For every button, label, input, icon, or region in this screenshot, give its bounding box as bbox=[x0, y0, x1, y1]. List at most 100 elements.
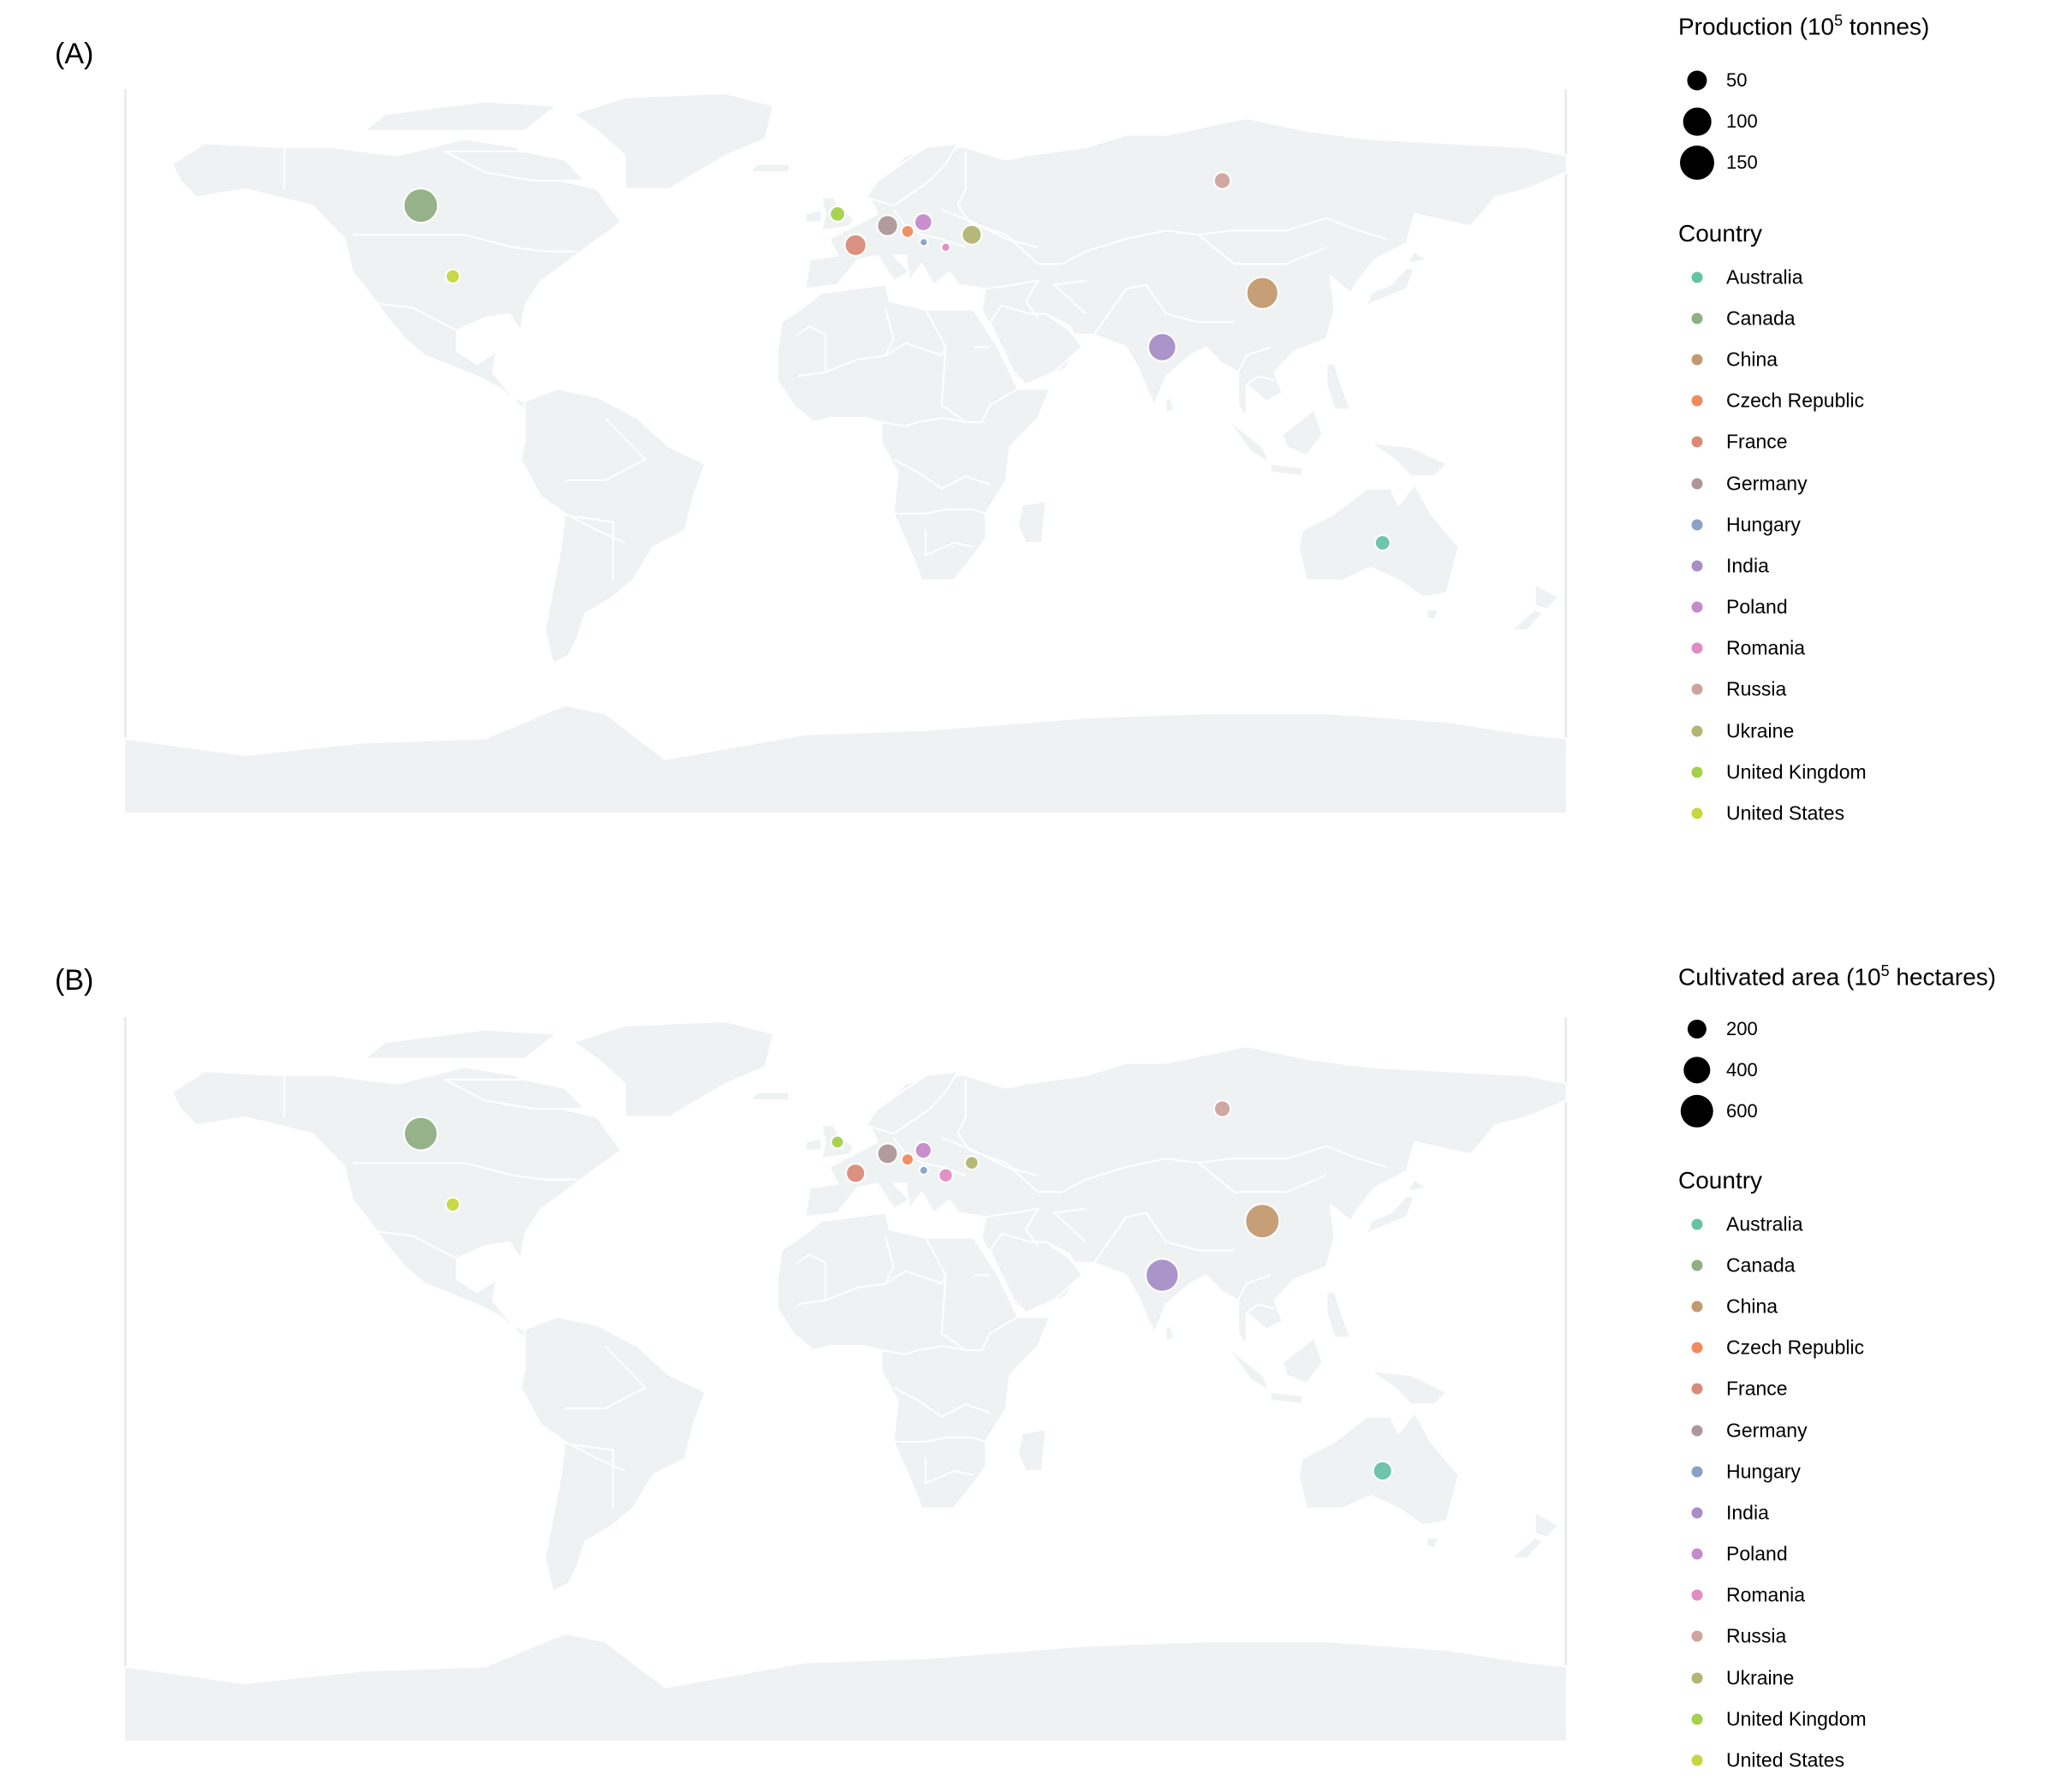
country-border bbox=[941, 209, 1039, 248]
world-map-production bbox=[124, 89, 1567, 813]
landmass bbox=[1369, 442, 1448, 478]
country-border bbox=[893, 1386, 991, 1418]
point-india bbox=[1145, 1258, 1180, 1293]
country-legend-swatch bbox=[1691, 642, 1703, 654]
landmass bbox=[804, 117, 1567, 436]
country-border bbox=[885, 1237, 895, 1284]
country-legend-label: Ukraine bbox=[1726, 719, 1795, 742]
country-legend-label: Romania bbox=[1726, 636, 1806, 659]
size-legend-title: Production (105 tonnes) bbox=[1678, 12, 1930, 40]
country-border bbox=[1145, 283, 1235, 324]
size-legend-label: 50 bbox=[1726, 68, 1748, 91]
landmass bbox=[1366, 1195, 1416, 1235]
country-border bbox=[1197, 234, 1327, 265]
country-legend-swatch bbox=[1691, 683, 1703, 695]
country-legend-title: Country bbox=[1678, 219, 1763, 247]
point-united-kingdom bbox=[829, 205, 846, 223]
country-legend: Australia Canada China Czech Republic France… bbox=[1678, 1204, 2046, 1782]
point-china bbox=[1245, 276, 1279, 310]
country-legend-swatch bbox=[1691, 1218, 1703, 1230]
country-legend-swatch bbox=[1691, 1589, 1703, 1601]
point-russia bbox=[1212, 171, 1232, 190]
country-border bbox=[1093, 1212, 1147, 1264]
country-legend-swatch bbox=[1691, 1466, 1703, 1478]
point-germany bbox=[876, 214, 899, 237]
country-border bbox=[552, 512, 614, 580]
country-border bbox=[1061, 217, 1387, 265]
country-border bbox=[564, 513, 626, 544]
point-russia bbox=[1212, 1099, 1232, 1118]
country-legend-label: Hungary bbox=[1726, 1460, 1801, 1483]
country-legend-item: United Kingdom bbox=[1678, 1699, 2046, 1740]
country-border bbox=[1051, 279, 1087, 315]
country-legend-item: Hungary bbox=[1678, 504, 2046, 545]
country-legend-label: China bbox=[1726, 348, 1778, 371]
landmass bbox=[363, 100, 558, 132]
landmass bbox=[1164, 396, 1176, 415]
point-romania bbox=[940, 241, 951, 253]
landmass bbox=[1016, 1428, 1047, 1472]
country-legend-label: Romania bbox=[1726, 1583, 1806, 1606]
point-ukraine bbox=[964, 1155, 980, 1170]
landmass bbox=[1325, 1290, 1352, 1339]
country-legend-item: Australia bbox=[1678, 1204, 2046, 1245]
country-border bbox=[1237, 346, 1271, 373]
country-legend-item: Canada bbox=[1678, 298, 2046, 339]
country-legend-label: Canada bbox=[1726, 307, 1796, 330]
country-legend-item: Czech Republic bbox=[1678, 1327, 2046, 1368]
country-border bbox=[940, 347, 1019, 423]
country-border bbox=[1093, 283, 1147, 336]
size-legend: 50 100 150 bbox=[1678, 60, 2046, 183]
size-legend-item: 400 bbox=[1678, 1050, 2046, 1091]
landmass bbox=[444, 1078, 587, 1110]
size-legend-item: 100 bbox=[1678, 101, 2046, 142]
country-legend-item: Germany bbox=[1678, 462, 2046, 503]
country-legend-label: Germany bbox=[1726, 472, 1808, 495]
country-border bbox=[1237, 1274, 1271, 1301]
landmass bbox=[1269, 1390, 1304, 1406]
country-legend-swatch bbox=[1691, 1630, 1703, 1642]
country-border bbox=[1051, 1207, 1087, 1243]
country-border bbox=[564, 417, 647, 481]
country-border bbox=[1197, 1162, 1327, 1194]
country-border bbox=[925, 530, 974, 557]
landmass bbox=[1534, 583, 1560, 610]
country-legend-swatch bbox=[1691, 601, 1703, 613]
country-border bbox=[885, 309, 895, 356]
size-legend-item: 150 bbox=[1678, 142, 2046, 183]
country-legend-item: Australia bbox=[1678, 257, 2046, 298]
country-border bbox=[352, 1162, 577, 1181]
country-border bbox=[1246, 375, 1275, 386]
country-legend-label: France bbox=[1726, 430, 1788, 453]
country-legend-label: Australia bbox=[1726, 265, 1803, 289]
country-legend-swatch bbox=[1691, 1425, 1703, 1437]
country-legend-label: Russia bbox=[1726, 677, 1787, 700]
landmass bbox=[1281, 408, 1324, 456]
size-legend-dot bbox=[1680, 145, 1714, 180]
country-legend-item: France bbox=[1678, 421, 2046, 462]
landmass bbox=[1405, 250, 1428, 265]
country-legend-label: India bbox=[1726, 1501, 1769, 1524]
country-legend-label: India bbox=[1726, 554, 1769, 577]
country-legend-item: India bbox=[1678, 545, 2046, 586]
landmass bbox=[864, 1070, 959, 1135]
size-legend-dot bbox=[1683, 1057, 1711, 1084]
country-legend-swatch bbox=[1691, 1383, 1703, 1395]
country-legend-label: United Kingdom bbox=[1726, 760, 1867, 783]
country-legend-label: China bbox=[1726, 1295, 1778, 1318]
landmass bbox=[1369, 1370, 1448, 1406]
landmass bbox=[124, 1632, 1567, 1741]
country-legend-item: United States bbox=[1678, 1740, 2046, 1781]
country-border bbox=[1061, 1145, 1387, 1194]
point-poland bbox=[914, 212, 933, 232]
country-border bbox=[940, 1275, 1019, 1351]
country-legend-label: Ukraine bbox=[1726, 1666, 1795, 1689]
country-legend-item: United Kingdom bbox=[1678, 752, 2046, 793]
country-legend-swatch bbox=[1691, 1259, 1703, 1271]
country-legend-swatch bbox=[1691, 519, 1703, 531]
country-legend-item: Canada bbox=[1678, 1245, 2046, 1286]
country-legend-label: Hungary bbox=[1726, 513, 1801, 536]
point-india bbox=[1147, 332, 1177, 362]
country-border bbox=[893, 509, 986, 515]
country-legend-item: France bbox=[1678, 1368, 2046, 1409]
